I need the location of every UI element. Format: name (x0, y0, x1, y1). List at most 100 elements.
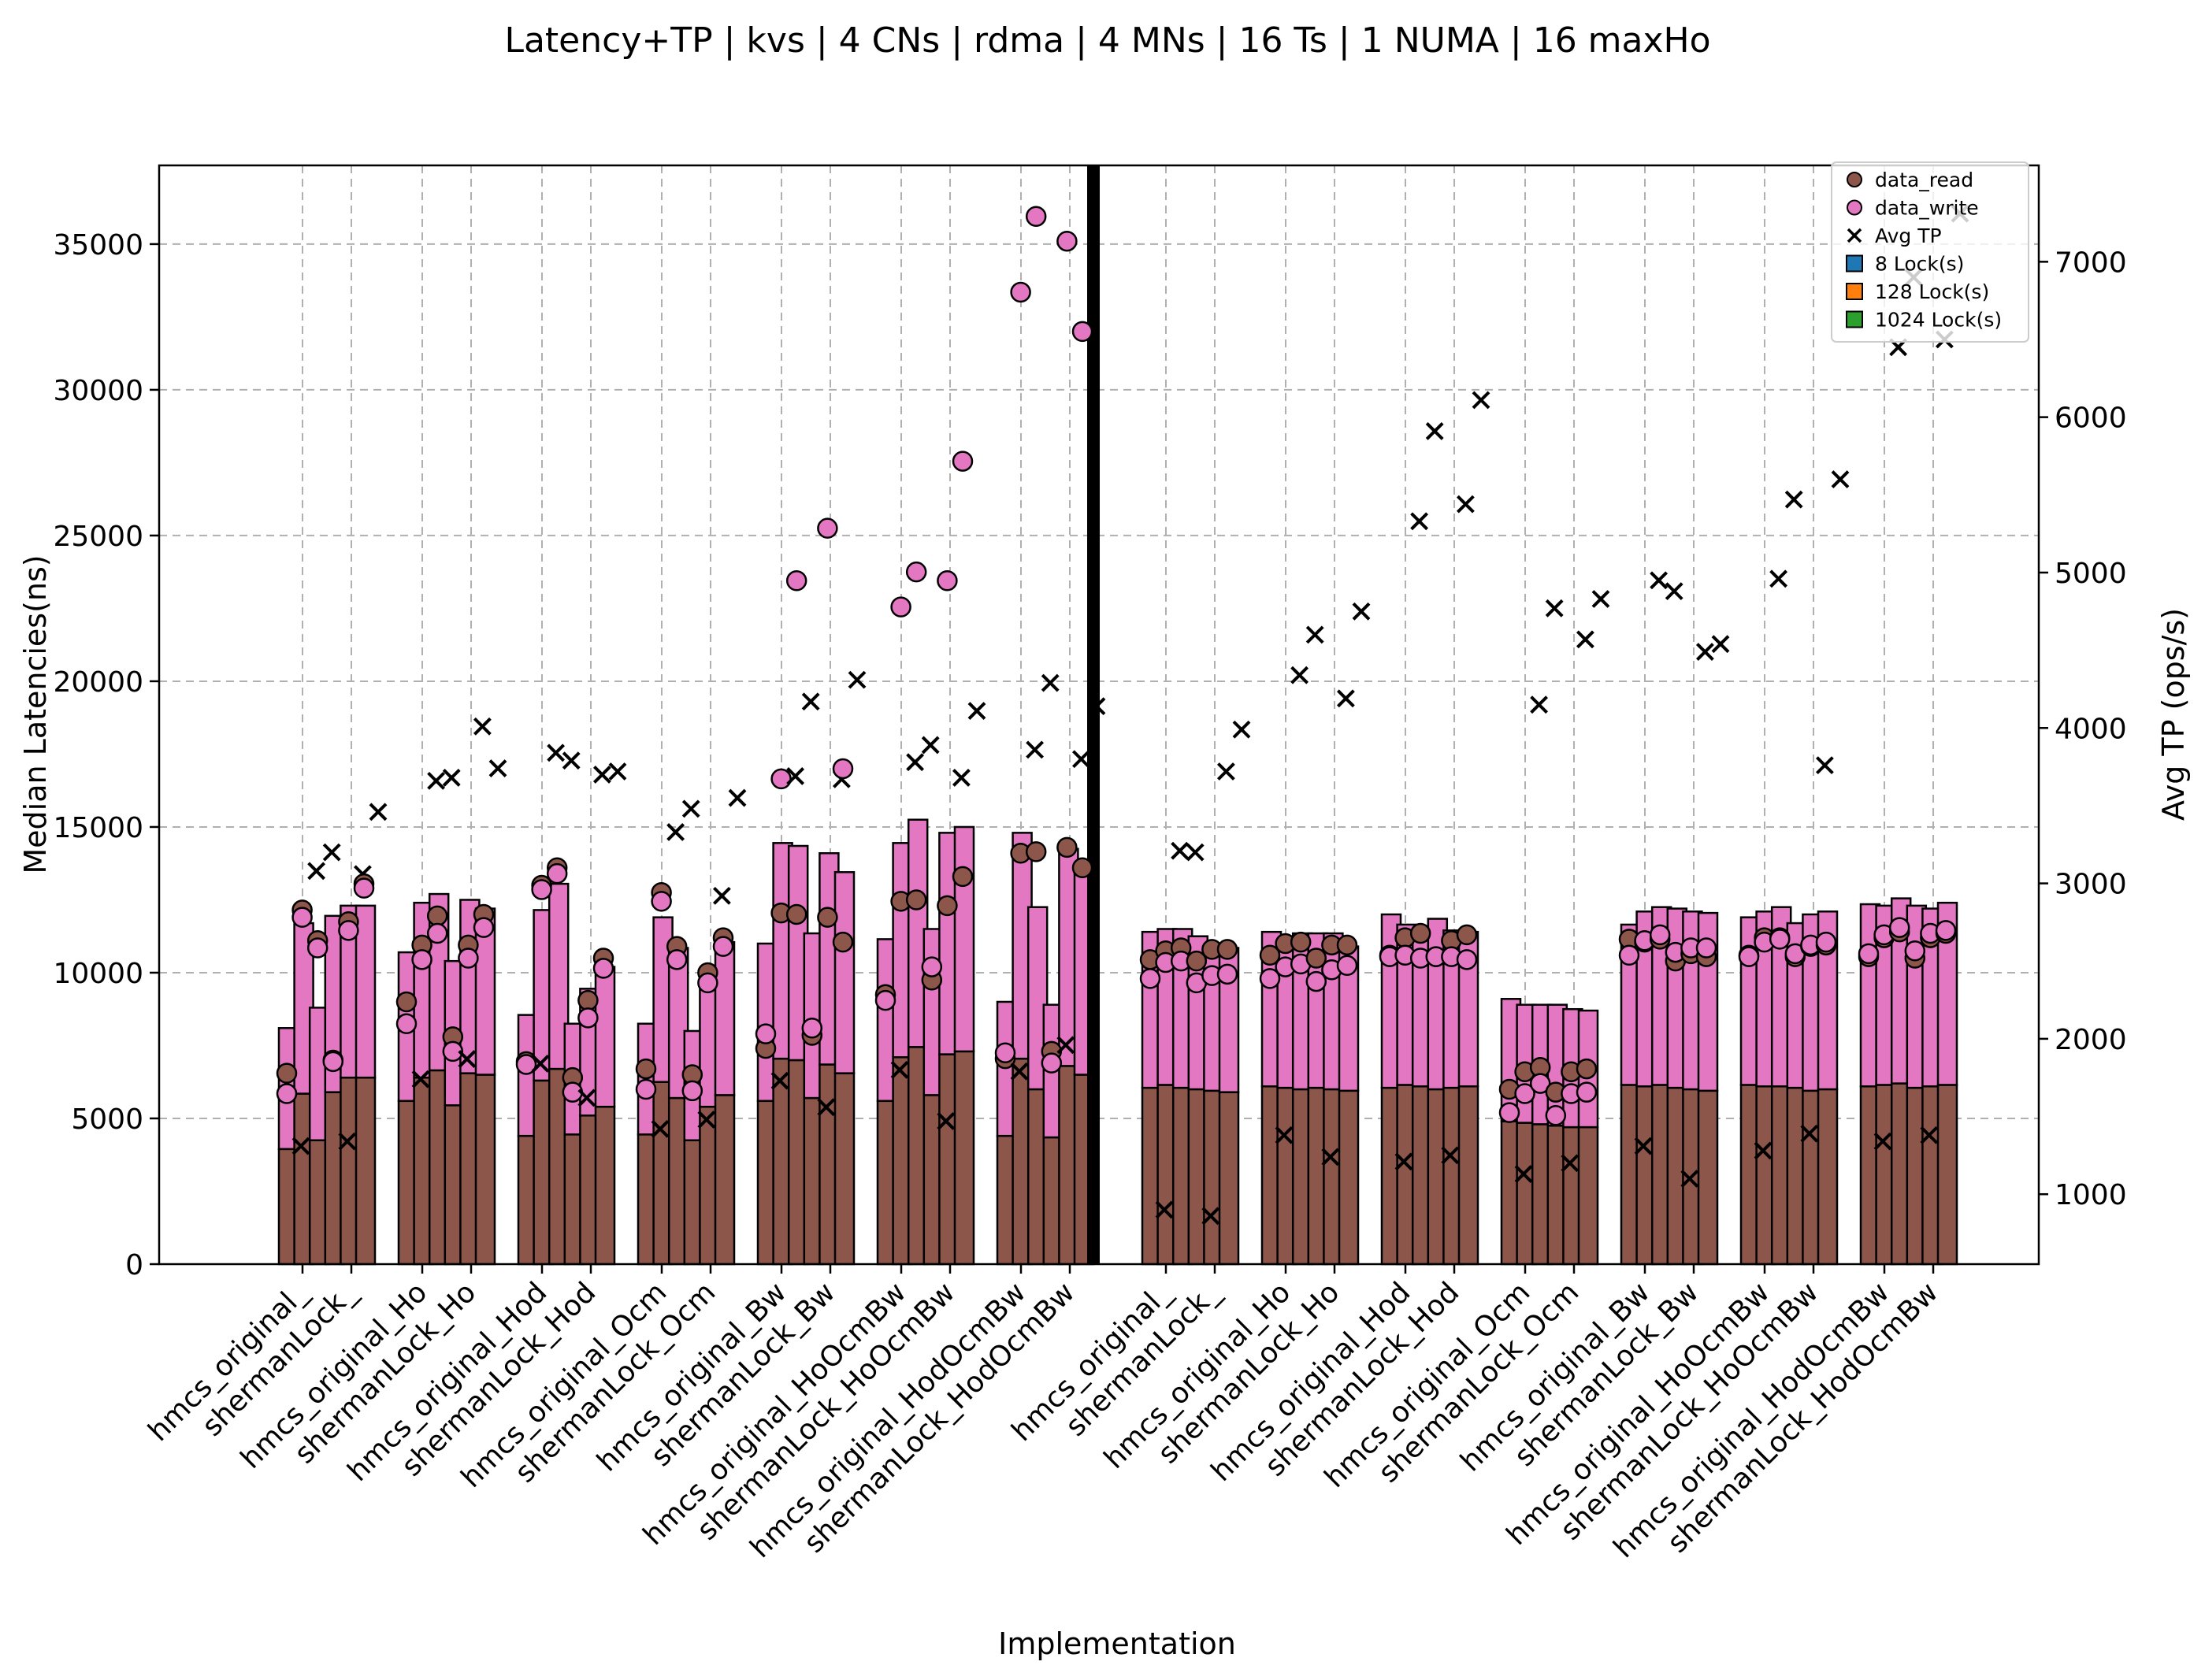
avg-tp-point (801, 692, 820, 711)
bar-read-segment (1697, 1089, 1719, 1266)
bar-read-segment (714, 1094, 736, 1266)
data-read-point (832, 931, 854, 953)
bar-read-segment (1577, 1126, 1599, 1266)
data-write-point (1216, 963, 1238, 985)
data-write-point (1010, 281, 1031, 303)
y-tick-label: 25000 (53, 521, 143, 553)
legend-label: data_write (1875, 197, 1979, 220)
bar-write-segment (594, 966, 616, 1108)
data-write-point (937, 570, 958, 592)
avg-tp-point (608, 762, 627, 781)
avg-tp-point (1186, 843, 1205, 862)
avg-tp-point (952, 768, 971, 787)
data-write-point (1618, 944, 1640, 966)
data-write-point (531, 879, 552, 900)
data-write-point (770, 768, 792, 790)
data-write-point (1139, 968, 1161, 989)
avg-tp-point (1545, 599, 1564, 617)
data-write-point (442, 1040, 464, 1063)
data-read-point (1186, 950, 1208, 972)
avg-tp-point (1514, 1165, 1533, 1183)
data-write-point (1305, 970, 1327, 992)
y-tick-label: 15000 (53, 812, 143, 844)
avg-tp-point (322, 843, 341, 862)
data-write-point (1025, 206, 1047, 228)
avg-tp-point (786, 767, 805, 785)
bar-read-segment (1457, 1085, 1479, 1266)
data-read-point (1576, 1058, 1598, 1080)
data-read-point (905, 889, 927, 910)
data-write-point (592, 958, 614, 979)
avg-tp-point (906, 753, 925, 772)
data-write-point (426, 922, 448, 944)
data-write-point (1695, 937, 1717, 959)
data-write-point (755, 1023, 777, 1044)
y2-tick-label: 4000 (2055, 713, 2127, 745)
data-write-point (322, 1051, 344, 1073)
avg-tp-point (1071, 750, 1090, 769)
data-read-point (952, 866, 974, 888)
avg-tp-point (1873, 1132, 1892, 1151)
avg-tp-point (1680, 1170, 1699, 1188)
avg-tp-point (1800, 1124, 1819, 1143)
avg-tp-point (473, 717, 492, 736)
avg-tp-point (921, 736, 940, 755)
data-write-point (458, 948, 479, 969)
avg-tp-point (1530, 695, 1549, 714)
avg-tp-point (1665, 582, 1683, 601)
data-read-point (395, 991, 418, 1013)
avg-tp-point (1275, 1126, 1294, 1144)
y-tick-label: 5000 (71, 1103, 143, 1136)
data-read-point (635, 1058, 657, 1080)
avg-tp-point (1087, 697, 1106, 716)
data-write-point (1071, 321, 1093, 343)
data-read-point (426, 905, 448, 927)
data-write-point (1514, 1083, 1535, 1104)
avg-tp-point (1305, 625, 1324, 644)
legend-marker (1847, 199, 1862, 216)
avg-tp-point (1425, 421, 1444, 440)
avg-tp-point (1056, 1036, 1075, 1055)
data-write-point (515, 1054, 537, 1075)
avg-tp-point (1321, 1148, 1340, 1166)
legend-box (1831, 161, 2029, 343)
data-read-point (1456, 924, 1478, 946)
plot-frame (158, 164, 2040, 1266)
data-write-point (1498, 1102, 1520, 1123)
avg-tp-point (338, 1132, 357, 1151)
data-write-point (473, 917, 495, 938)
data-write-point (1738, 946, 1760, 967)
avg-tp-point (1561, 1154, 1580, 1173)
data-write-point (353, 877, 375, 899)
avg-tp-point (592, 766, 611, 784)
section-divider (1087, 165, 1100, 1264)
avg-tp-point (1695, 643, 1714, 662)
y-axis-title: Median Latencies(ns) (18, 554, 53, 873)
bar-write-segment (355, 904, 377, 1079)
legend-marker (1846, 283, 1863, 300)
data-read-point (1216, 939, 1238, 960)
y2-tick-label: 2000 (2055, 1024, 2127, 1056)
bar-write-segment (833, 871, 856, 1074)
avg-tp-point (712, 886, 731, 905)
data-read-point (937, 895, 958, 917)
data-write-point (1545, 1105, 1567, 1126)
data-write-point (666, 949, 688, 970)
y2-tick-label: 3000 (2055, 869, 2127, 901)
data-write-point (577, 1007, 599, 1029)
data-write-point (1769, 929, 1791, 950)
avg-tp-point (1456, 495, 1475, 514)
avg-tp-point (1394, 1152, 1413, 1171)
avg-tp-point (1336, 689, 1355, 708)
legend-label: 128 Lock(s) (1875, 280, 1989, 303)
data-write-point (306, 937, 329, 959)
y-tick-label: 35000 (53, 229, 143, 261)
avg-tp-point (1754, 1141, 1773, 1160)
avg-tp-point (442, 768, 461, 787)
avg-tp-point (1831, 470, 1850, 488)
data-write-point (635, 1078, 657, 1100)
y2-tick-label: 7000 (2055, 247, 2127, 279)
data-write-point (817, 517, 838, 539)
bar-read-segment (1218, 1091, 1240, 1266)
avg-tp-point (1711, 635, 1730, 654)
